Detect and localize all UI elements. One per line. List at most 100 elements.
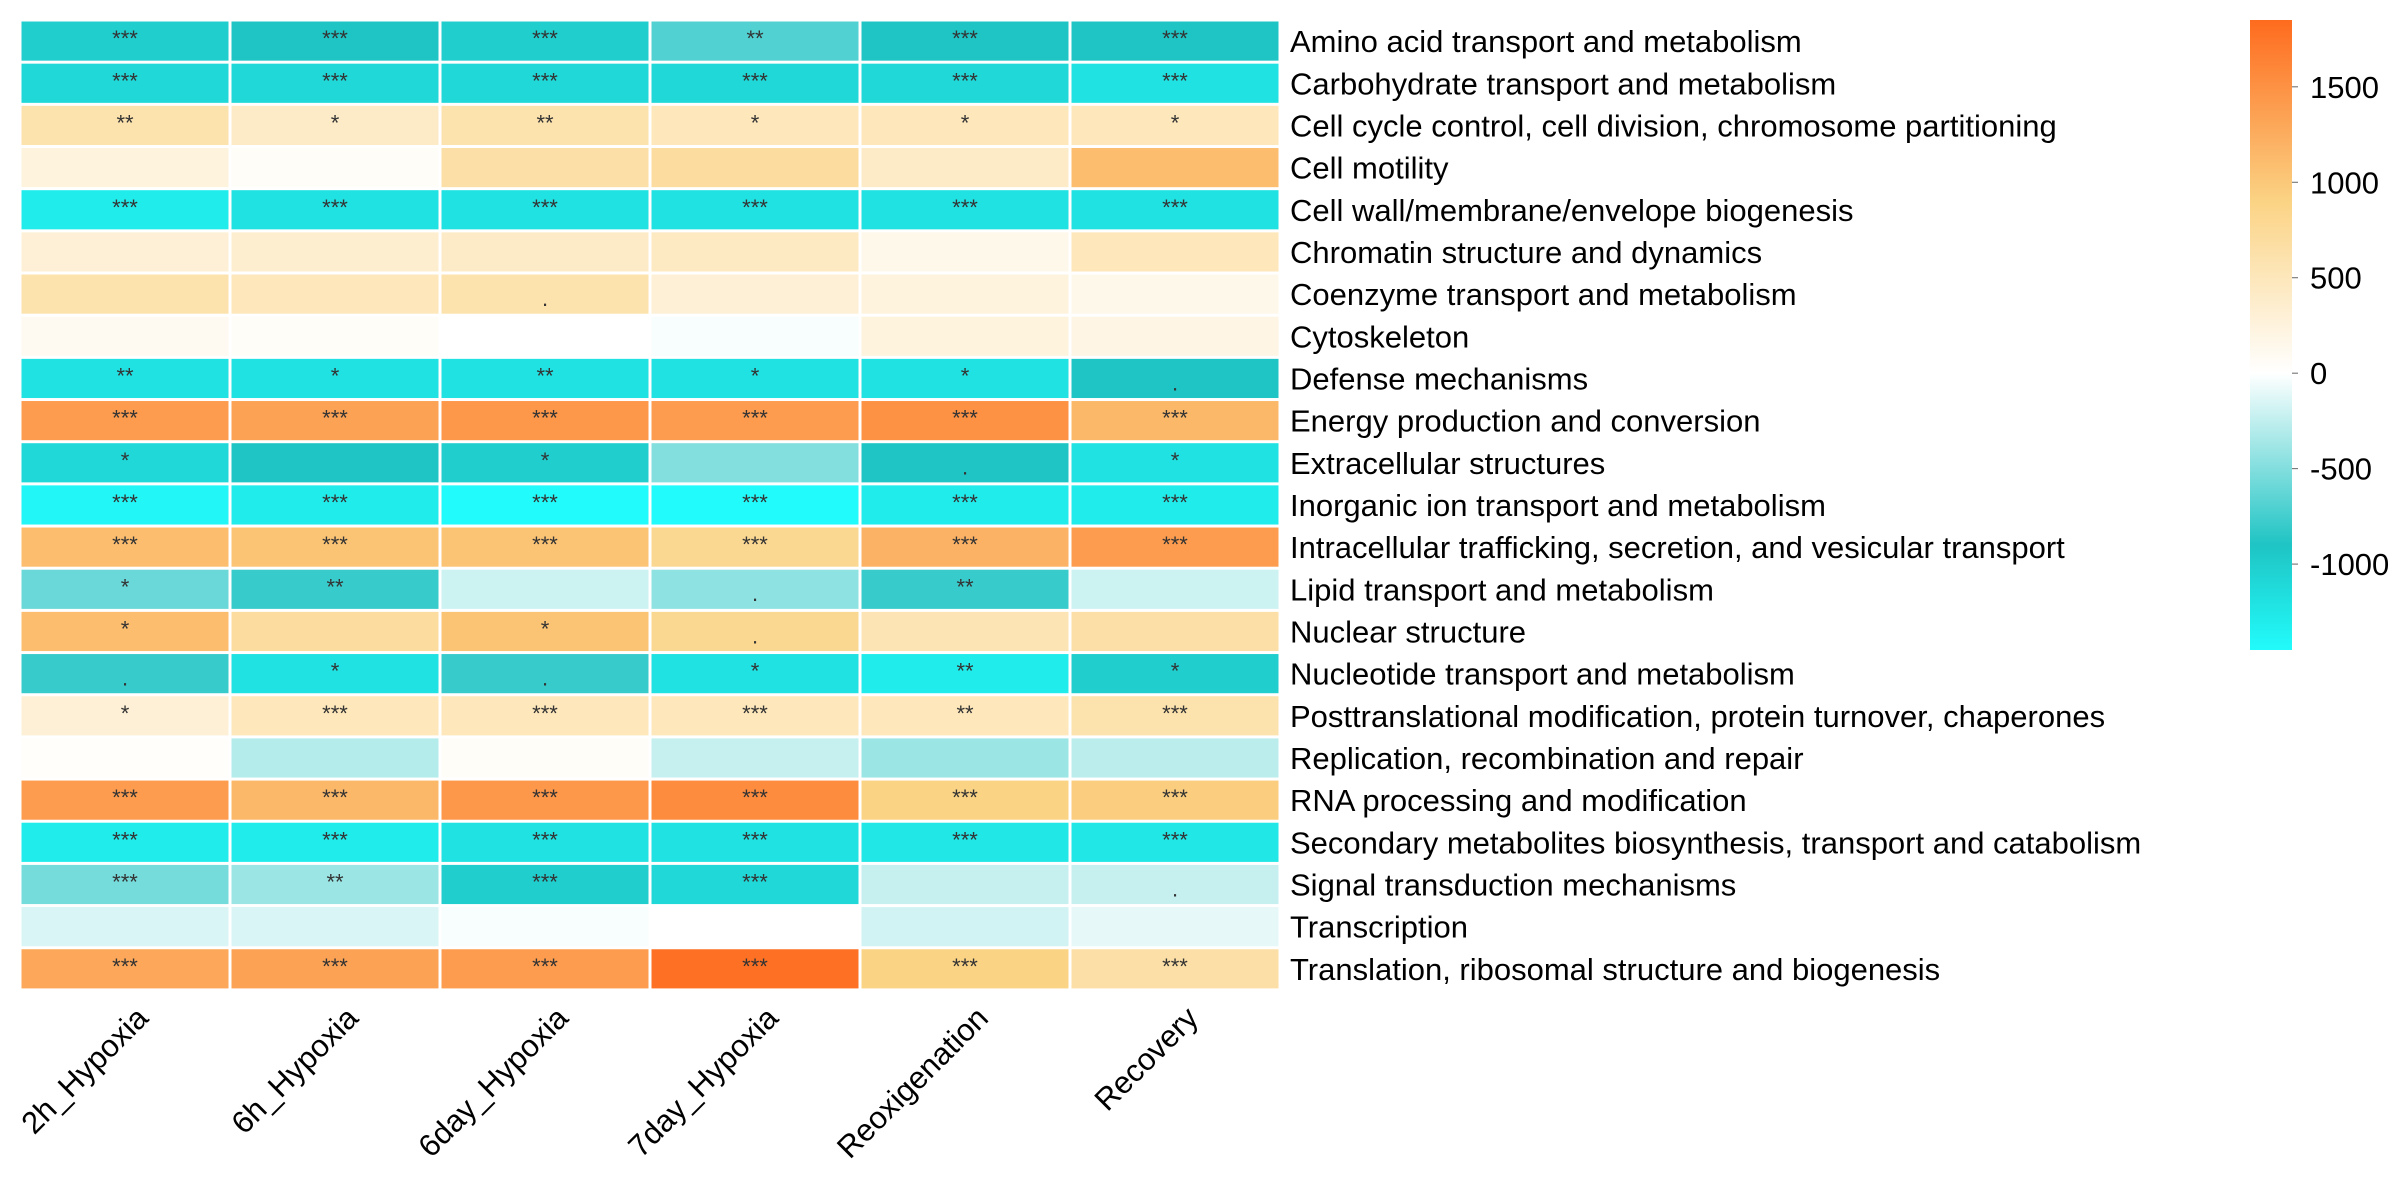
heatmap-cell-secondary-metabolites-biosynthesis-transport-and-catabolism-7day-hypoxia (651, 822, 859, 862)
significance-label: *** (1162, 195, 1188, 220)
significance-label: *** (112, 954, 138, 979)
heatmap-cell-transcription-2h-hypoxia (21, 907, 229, 947)
heatmap-cell-transcription-reoxigenation (861, 907, 1069, 947)
heatmap-cell-lipid-transport-and-metabolism-6day-hypoxia (441, 569, 649, 609)
heatmap-cell-coenzyme-transport-and-metabolism-7day-hypoxia (651, 274, 859, 314)
heatmap-cell-secondary-metabolites-biosynthesis-transport-and-catabolism-recovery (1071, 822, 1279, 862)
heatmap-cell-signal-transduction-mechanisms-2h-hypoxia (21, 864, 229, 905)
significance-label: *** (322, 827, 348, 852)
significance-label: *** (952, 26, 978, 51)
significance-label: . (962, 455, 968, 480)
heatmap-cell-defense-mechanisms-recovery (1071, 358, 1279, 399)
heatmap-cell-translation-ribosomal-structure-and-biogenesis-7day-hypoxia (651, 949, 859, 989)
heatmap-cell-cytoskeleton-6h-hypoxia (231, 316, 439, 356)
significance-label: *** (742, 490, 768, 515)
row-label-defense-mechanisms: Defense mechanisms (1290, 361, 1588, 396)
significance-label: *** (112, 406, 138, 431)
significance-label: * (1171, 448, 1180, 473)
significance-label: *** (742, 827, 768, 852)
heatmap-cell-nuclear-structure-7day-hypoxia (651, 611, 859, 652)
significance-label: ** (116, 110, 134, 135)
heatmap-cell-defense-mechanisms-6h-hypoxia (231, 358, 439, 399)
heatmap-cell-coenzyme-transport-and-metabolism-6h-hypoxia (231, 274, 439, 314)
significance-label: *** (952, 406, 978, 431)
row-label-secondary-metabolites-biosynthesis-transport-and-catabolism: Secondary metabolites biosynthesis, tran… (1290, 825, 2141, 860)
heatmap-cell-intracellular-trafficking-secretion-and-vesicular-transport-recovery (1071, 527, 1279, 567)
significance-label: *** (1162, 701, 1188, 726)
heatmap-cell-extracellular-structures-6day-hypoxia (441, 443, 649, 483)
significance-label: . (1172, 370, 1178, 395)
heatmap-cell-inorganic-ion-transport-and-metabolism-reoxigenation (861, 485, 1069, 525)
row-label-energy-production-and-conversion: Energy production and conversion (1290, 404, 1760, 439)
significance-label: . (752, 581, 758, 606)
significance-label: * (331, 364, 340, 389)
heatmap-cell-defense-mechanisms-7day-hypoxia (651, 358, 859, 399)
significance-label: *** (952, 532, 978, 557)
heatmap-cell-cell-cycle-control-cell-division-chromosome-partitioning-7day-hypoxia (651, 105, 859, 146)
significance-label: *** (532, 954, 558, 979)
heatmap-cell-posttranslational-modification-protein-turnover-chaperones-reoxigenation (861, 696, 1069, 736)
heatmap-cell-cell-wall-membrane-envelope-biogenesis-reoxigenation (861, 190, 1069, 230)
heatmap-cell-chromatin-structure-and-dynamics-6h-hypoxia (231, 232, 439, 272)
significance-label: * (751, 110, 760, 135)
heatmap-cell-rna-processing-and-modification-2h-hypoxia (21, 780, 229, 820)
significance-label: *** (952, 785, 978, 810)
significance-label: * (331, 659, 340, 684)
heatmap-cell-posttranslational-modification-protein-turnover-chaperones-2h-hypoxia (21, 696, 229, 736)
significance-label: *** (1162, 785, 1188, 810)
significance-label: *** (532, 785, 558, 810)
heatmap-cell-signal-transduction-mechanisms-7day-hypoxia (651, 864, 859, 905)
heatmap-cell-secondary-metabolites-biosynthesis-transport-and-catabolism-6day-hypoxia (441, 822, 649, 862)
heatmap-cell-nuclear-structure-recovery (1071, 611, 1279, 652)
heatmap-cell-intracellular-trafficking-secretion-and-vesicular-transport-6h-hypoxia (231, 527, 439, 567)
significance-label: *** (532, 827, 558, 852)
legend-tick-label: 500 (2310, 261, 2362, 296)
heatmap-cell-cytoskeleton-7day-hypoxia (651, 316, 859, 356)
heatmap-cell-cell-motility-6h-hypoxia (231, 148, 439, 188)
significance-label: *** (112, 195, 138, 220)
significance-label: *** (112, 870, 138, 895)
row-label-inorganic-ion-transport-and-metabolism: Inorganic ion transport and metabolism (1290, 488, 1826, 523)
heatmap-cell-energy-production-and-conversion-reoxigenation (861, 401, 1069, 441)
heatmap-cell-lipid-transport-and-metabolism-2h-hypoxia (21, 569, 229, 609)
significance-label: *** (322, 954, 348, 979)
significance-label: *** (532, 532, 558, 557)
row-label-amino-acid-transport-and-metabolism: Amino acid transport and metabolism (1290, 24, 1802, 59)
heatmap-cell-amino-acid-transport-and-metabolism-reoxigenation (861, 21, 1069, 61)
heatmap-cell-cell-wall-membrane-envelope-biogenesis-recovery (1071, 190, 1279, 230)
heatmap-cell-amino-acid-transport-and-metabolism-6day-hypoxia (441, 21, 649, 61)
row-label-translation-ribosomal-structure-and-biogenesis: Translation, ribosomal structure and bio… (1290, 952, 1940, 987)
heatmap-cell-cell-cycle-control-cell-division-chromosome-partitioning-reoxigenation (861, 105, 1069, 146)
significance-label: *** (112, 490, 138, 515)
row-label-cell-motility: Cell motility (1290, 151, 1449, 186)
significance-label: *** (112, 68, 138, 93)
significance-label: *** (742, 954, 768, 979)
significance-label: *** (1162, 827, 1188, 852)
heatmap-cell-replication-recombination-and-repair-2h-hypoxia (21, 738, 229, 778)
significance-label: * (751, 364, 760, 389)
column-labels: 2h_Hypoxia 6h_Hypoxia 6day_Hypoxia 7day_Hyp… (14, 1000, 1205, 1165)
significance-label: ** (326, 870, 344, 895)
significance-label: *** (322, 701, 348, 726)
heatmap-cell-transcription-6h-hypoxia (231, 907, 439, 947)
row-label-cytoskeleton: Cytoskeleton (1290, 319, 1469, 354)
heatmap-cell-replication-recombination-and-repair-reoxigenation (861, 738, 1069, 778)
heatmap-cell-chromatin-structure-and-dynamics-6day-hypoxia (441, 232, 649, 272)
heatmap-cell-coenzyme-transport-and-metabolism-2h-hypoxia (21, 274, 229, 314)
significance-label: *** (532, 195, 558, 220)
heatmap-cell-translation-ribosomal-structure-and-biogenesis-2h-hypoxia (21, 949, 229, 989)
row-label-lipid-transport-and-metabolism: Lipid transport and metabolism (1290, 572, 1714, 607)
row-label-chromatin-structure-and-dynamics: Chromatin structure and dynamics (1290, 235, 1762, 270)
heatmap-cell-chromatin-structure-and-dynamics-recovery (1071, 232, 1279, 272)
heatmap-cell-replication-recombination-and-repair-7day-hypoxia (651, 738, 859, 778)
heatmap-cell-amino-acid-transport-and-metabolism-7day-hypoxia (651, 21, 859, 61)
heatmap-cell-coenzyme-transport-and-metabolism-6day-hypoxia (441, 274, 649, 314)
significance-label: * (1171, 659, 1180, 684)
significance-label: *** (1162, 490, 1188, 515)
significance-label: *** (112, 827, 138, 852)
heatmap-cell-nuclear-structure-6day-hypoxia (441, 611, 649, 652)
heatmap-cell-rna-processing-and-modification-7day-hypoxia (651, 780, 859, 820)
significance-label: *** (112, 532, 138, 557)
significance-label: *** (742, 195, 768, 220)
column-label-6day-hypoxia: 6day_Hypoxia (411, 1000, 575, 1164)
